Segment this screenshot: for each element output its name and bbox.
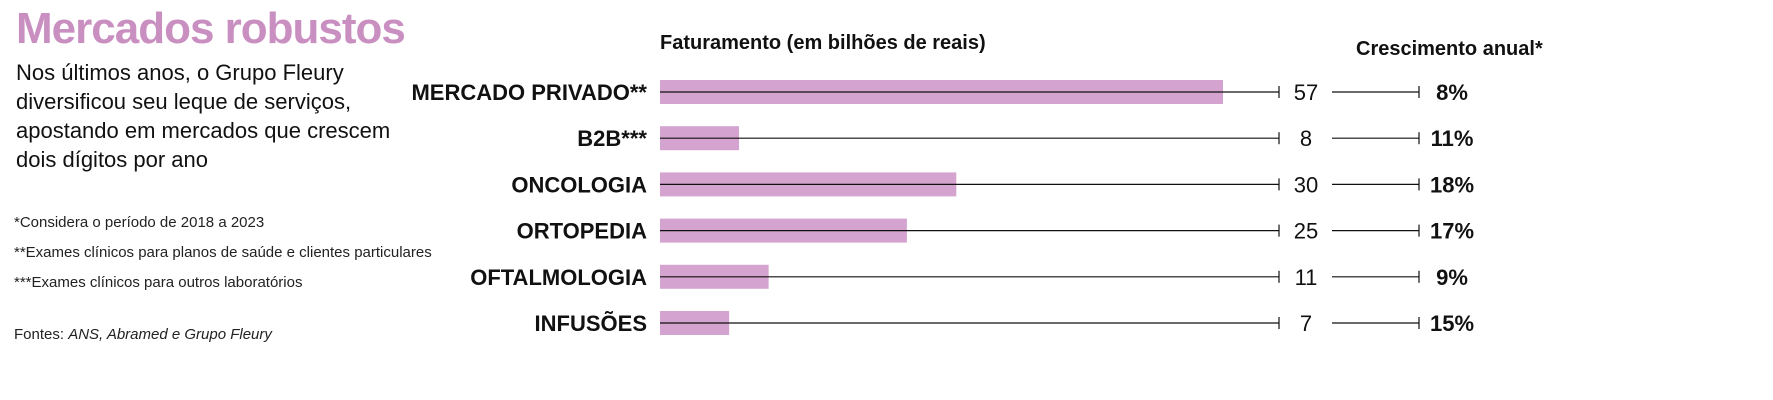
growth-label-3: 17% [1430,219,1474,244]
value-label-2: 30 [1294,172,1318,197]
footnote-2: **Exames clínicos para planos de saúde e… [14,244,432,261]
category-label-2: ONCOLOGIA [511,172,647,197]
source-names: ANS, Abramed e Grupo Fleury [68,326,272,343]
category-label-1: B2B*** [577,126,647,151]
growth-label-4: 9% [1436,265,1468,290]
source-line: Fontes: ANS, Abramed e Grupo Fleury [14,326,272,343]
chart-title: Mercados robustos [16,4,406,53]
category-label-4: OFTALMOLOGIA [470,265,647,290]
value-label-4: 11 [1295,265,1318,290]
category-label-5: INFUSÕES [535,311,647,336]
value-label-5: 7 [1300,311,1312,336]
value-label-1: 8 [1300,126,1312,151]
chart-subtitle: Nos últimos anos, o Grupo Fleury diversi… [16,60,391,172]
growth-label-1: 11% [1431,126,1474,151]
source-prefix: Fontes: [14,326,69,343]
footnotes: *Considera o período de 2018 a 2023 **Ex… [14,214,474,304]
growth-label-5: 15% [1430,311,1474,336]
growth-label-2: 18% [1430,172,1474,197]
category-label-3: ORTOPEDIA [517,219,648,244]
value-label-0: 57 [1294,80,1318,105]
revenue-header: Faturamento (em bilhões de reais) [660,32,986,54]
category-label-0: MERCADO PRIVADO** [411,80,647,105]
value-label-3: 25 [1294,219,1318,244]
footnote-3: ***Exames clínicos para outros laboratór… [14,274,303,291]
footnote-1: *Considera o período de 2018 a 2023 [14,214,265,231]
growth-label-0: 8% [1436,80,1468,105]
growth-header: Crescimento anual* [1356,38,1543,60]
